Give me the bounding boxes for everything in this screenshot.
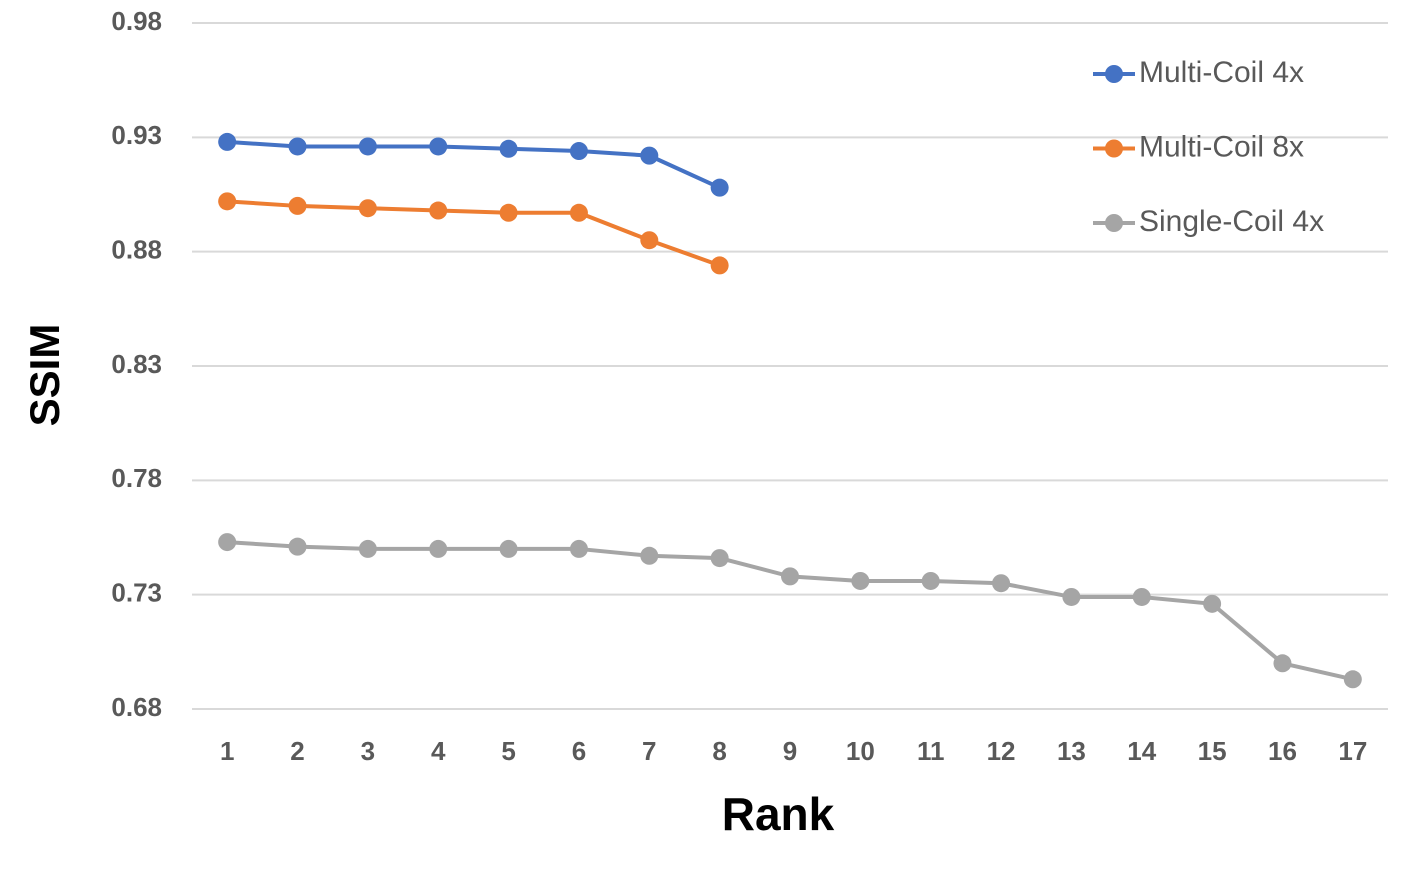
y-tick-label: 0.83: [111, 349, 162, 379]
data-point: [218, 192, 237, 211]
legend-swatch-marker: [1105, 65, 1123, 83]
x-tick-label: 12: [987, 736, 1016, 766]
legend-label: Single-Coil 4x: [1139, 205, 1324, 238]
legend-swatch-marker: [1105, 214, 1123, 232]
data-point: [499, 139, 518, 158]
data-point: [710, 178, 729, 197]
data-point: [710, 256, 729, 275]
legend-swatch-marker: [1105, 139, 1123, 158]
series-line: [227, 199, 721, 268]
x-tick-label: 11: [917, 736, 945, 766]
x-axis-label: Rank: [722, 788, 835, 840]
data-point: [358, 539, 377, 558]
series-line: [227, 540, 1354, 682]
series-line: [227, 139, 721, 190]
x-tick-label: 17: [1338, 736, 1367, 766]
data-point: [499, 203, 518, 222]
data-point: [288, 537, 307, 556]
data-point: [569, 142, 588, 161]
y-tick-label: 0.88: [111, 235, 162, 265]
x-tick-label: 7: [642, 736, 656, 766]
data-point: [781, 567, 799, 586]
y-axis-label: SSIM: [21, 324, 68, 427]
data-point: [1273, 654, 1292, 673]
x-tick-label: 13: [1057, 736, 1086, 766]
data-point: [429, 539, 448, 558]
data-point: [710, 549, 729, 568]
data-point: [921, 571, 940, 590]
data-point: [1132, 587, 1151, 606]
x-tick-label: 9: [783, 736, 797, 766]
data-point: [288, 196, 307, 215]
data-point: [569, 539, 588, 558]
data-point: [358, 199, 377, 218]
x-tick-label: 10: [846, 736, 875, 766]
data-point: [499, 539, 518, 558]
x-tick-label: 15: [1198, 736, 1227, 766]
x-tick-label: 8: [712, 736, 726, 766]
data-point: [1343, 670, 1362, 689]
data-point: [218, 132, 237, 151]
data-point: [640, 231, 659, 250]
data-point: [992, 574, 1011, 593]
data-point: [429, 137, 448, 156]
x-tick-label: 1: [220, 736, 234, 766]
x-tick-label: 3: [361, 736, 375, 766]
x-tick-label: 16: [1268, 736, 1297, 766]
y-tick-label: 0.78: [111, 463, 162, 493]
x-tick-label: 4: [431, 736, 446, 766]
data-point: [218, 533, 237, 552]
data-point: [429, 201, 448, 220]
x-tick-label: 14: [1127, 736, 1156, 766]
y-tick-label: 0.93: [111, 120, 162, 150]
data-point: [851, 571, 870, 590]
y-tick-label: 0.98: [111, 6, 162, 36]
y-tick-label: 0.73: [111, 578, 162, 608]
legend-label: Multi-Coil 8x: [1139, 130, 1304, 163]
x-tick-label: 2: [290, 736, 304, 766]
data-point: [640, 546, 659, 565]
x-tick-label: 5: [501, 736, 515, 766]
y-tick-label: 0.68: [111, 692, 162, 722]
data-point: [358, 137, 377, 156]
data-point: [569, 203, 588, 222]
legend-label: Multi-Coil 4x: [1139, 56, 1304, 89]
data-point: [1203, 594, 1222, 613]
data-point: [1062, 587, 1081, 606]
x-tick-label: 6: [572, 736, 586, 766]
data-point: [640, 146, 659, 165]
data-point: [288, 137, 307, 156]
